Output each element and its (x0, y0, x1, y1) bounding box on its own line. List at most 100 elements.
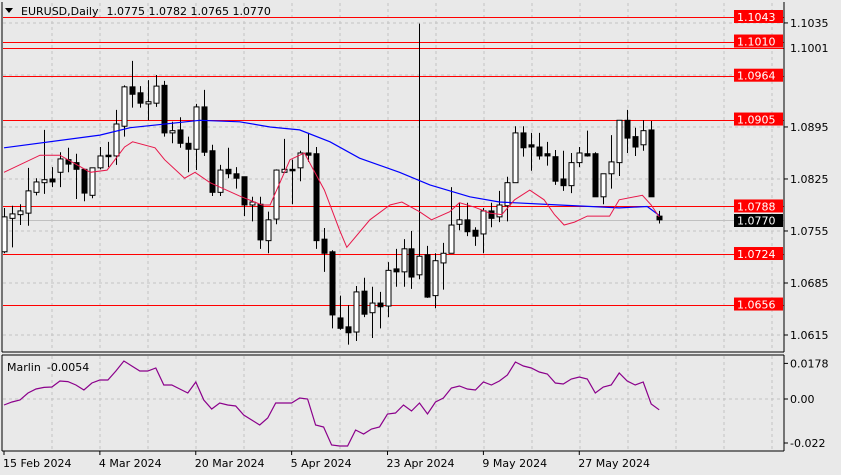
symbol-timeframe-label: EURUSD,Daily (21, 5, 99, 18)
time-tick-label: 4 Mar 2024 (99, 457, 162, 470)
level-label-box (734, 34, 783, 48)
bearish-candle-body (552, 156, 559, 182)
candle (17, 204, 24, 226)
bearish-candle-body (177, 129, 184, 144)
level-label-box (734, 247, 783, 261)
bearish-candle-body (544, 153, 551, 157)
bearish-candle-body (241, 176, 248, 206)
candle (496, 190, 503, 223)
bullish-candle-body (512, 132, 519, 184)
candle (648, 121, 655, 198)
candle (385, 262, 392, 318)
chart-header[interactable]: EURUSD,Daily 1.0775 1.0782 1.0765 1.0770 (5, 5, 271, 18)
bullish-candle-body (480, 210, 487, 235)
candle (329, 250, 336, 329)
candle (361, 277, 368, 318)
candle (185, 136, 192, 173)
candle (289, 159, 296, 205)
bearish-candle-body (225, 168, 232, 175)
indicator-name: Marlin (7, 361, 41, 374)
bearish-candle-body (201, 106, 208, 153)
time-tick-label: 23 Apr 2024 (387, 457, 455, 470)
candle (528, 132, 535, 171)
bearish-candle-body (81, 168, 88, 194)
bullish-candle-body (496, 204, 503, 218)
bearish-candle-body (289, 168, 296, 172)
time-tick-label: 20 Mar 2024 (195, 457, 265, 470)
fast-moving-average-line (3, 141, 660, 249)
time-axis: 15 Feb 2024 4 Mar 2024 20 Mar 2024 5 Apr 20… (3, 451, 650, 470)
bearish-candle-body (528, 144, 535, 148)
bullish-candle-body (33, 181, 40, 193)
candle (153, 74, 160, 107)
bullish-candle-body (169, 130, 176, 134)
indicator-value: -0.0054 (47, 361, 89, 374)
bearish-candle-body (361, 290, 368, 315)
bullish-candle-body (353, 291, 360, 333)
candle (416, 23, 423, 280)
bearish-candle-body (377, 302, 384, 308)
grid (3, 3, 783, 450)
candle (377, 291, 384, 329)
bullish-candle-body (89, 167, 96, 196)
candle (632, 127, 639, 156)
bearish-candle-body (536, 146, 543, 157)
bullish-candle-body (265, 219, 272, 242)
marlin-indicator (3, 360, 660, 447)
candles (1, 23, 663, 345)
time-tick-label: 9 May 2024 (482, 457, 547, 470)
candle (313, 147, 320, 249)
candle (105, 141, 112, 168)
current-price-label: 1.0770 (737, 215, 776, 228)
price-axis: 1.1035 1.0895 1.0825 1.0755 1.0685 1.0615 1.10… (734, 10, 829, 450)
price-tick-label: 1.1035 (790, 17, 829, 30)
bearish-candle-body (257, 203, 264, 241)
candle (584, 130, 591, 157)
bearish-candle-body (408, 248, 415, 278)
level-price-label: 1.0964 (737, 70, 776, 83)
level-label-box (734, 10, 783, 23)
bearish-candle-body (337, 317, 344, 329)
candle (241, 176, 248, 217)
level-price-label: 1.1043 (737, 11, 776, 24)
bearish-candle-body (560, 178, 567, 187)
bullish-candle-body (9, 213, 16, 219)
bullish-candle-body (17, 210, 24, 216)
candle (169, 121, 176, 144)
panel-frames (1, 2, 785, 452)
bearish-candle-body (520, 132, 527, 149)
bullish-candle-body (153, 85, 160, 104)
collapse-triangle-icon[interactable] (5, 8, 13, 13)
candle (273, 169, 280, 225)
candle (424, 245, 431, 298)
bullish-candle-body (145, 101, 152, 105)
level-label-box (734, 297, 783, 311)
bullish-candle-body (600, 173, 607, 198)
candle (560, 150, 567, 191)
level-label-box (734, 68, 783, 82)
bullish-candle-body (616, 119, 623, 164)
candle (57, 152, 64, 188)
level-lines (3, 17, 784, 306)
indicator-header-text: Marlin -0.0054 (7, 361, 89, 374)
bearish-candle-body (592, 153, 599, 198)
bullish-candle-body (456, 219, 463, 225)
candle (488, 202, 495, 228)
moving-averages (3, 119, 660, 249)
chart-header-text: EURUSD,Daily 1.0775 1.0782 1.0765 1.0770 (21, 5, 271, 18)
indicator-header: Marlin -0.0054 (7, 361, 89, 374)
candle (49, 167, 56, 188)
candle (297, 150, 304, 182)
bearish-candle-body (393, 268, 400, 273)
level-price-label: 1.0656 (737, 299, 776, 312)
bullish-candle-body (57, 158, 64, 173)
bullish-candle-body (385, 269, 392, 307)
bearish-candle-body (209, 150, 216, 193)
candle (41, 129, 48, 194)
bearish-candle-body (424, 254, 431, 298)
bullish-candle-body (416, 255, 423, 276)
bullish-candle-body (121, 86, 128, 127)
level-label-box (734, 199, 783, 213)
